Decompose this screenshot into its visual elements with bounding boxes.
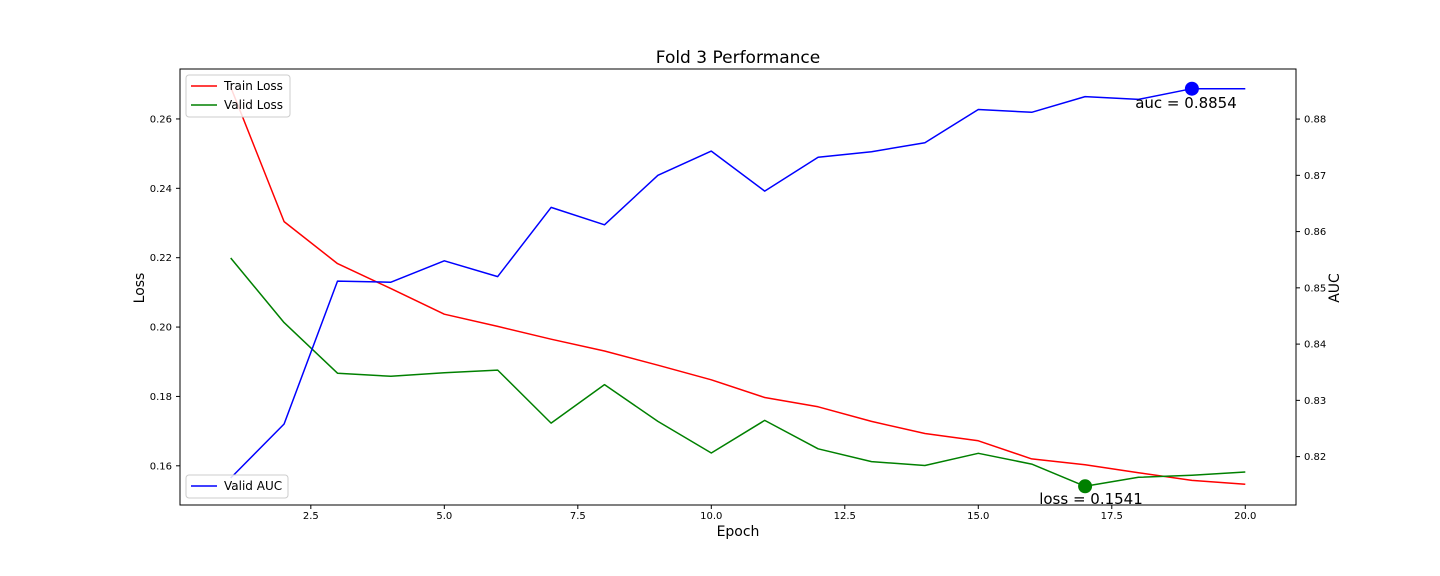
x-tick-label: 15.0 [967,511,989,522]
y-right-tick-label: 0.84 [1304,340,1326,351]
series-line-valid-auc [230,87,1246,479]
y-left-tick-label: 0.26 [150,114,172,125]
legend-label-valid-loss: Valid Loss [224,98,283,112]
series-lines [230,86,1246,488]
y-left-tick-label: 0.22 [150,253,172,264]
x-tick-label: 10.0 [700,511,722,522]
y-right-tick-label: 0.86 [1304,227,1326,238]
y-right-tick-label: 0.83 [1304,396,1326,407]
legend-auc: Valid AUC [185,474,289,499]
y-left-axis-label: Loss [132,273,148,304]
y-left-tick-label: 0.16 [150,461,172,472]
y-right-tick-label: 0.88 [1304,115,1326,126]
y-left-tick-label: 0.20 [150,323,172,334]
y-left-axis-ticks: 0.16 0.18 0.20 0.22 0.24 0.26 [150,114,180,472]
y-left-tick-label: 0.18 [150,392,172,403]
legend-loss: Train Loss Valid Loss [185,74,291,118]
legend-label-valid-auc: Valid AUC [224,479,282,493]
x-axis-ticks: 2.5 5.0 7.5 10.0 12.5 15.0 17.5 20.0 [303,505,1256,522]
annotation-marker-1 [1078,479,1093,494]
legend-auc-box [185,474,289,499]
series-line-valid-loss [230,257,1246,488]
x-axis-label: Epoch [717,524,760,540]
x-tick-label: 12.5 [834,511,856,522]
legend-label-train-loss: Train Loss [223,79,283,93]
y-right-tick-label: 0.82 [1304,452,1326,463]
y-right-tick-label: 0.87 [1304,171,1326,182]
chart-title: Fold 3 Performance [656,48,820,68]
y-right-axis-ticks: 0.82 0.83 0.84 0.85 0.86 0.87 0.88 [1296,115,1326,463]
y-left-tick-label: 0.24 [150,184,172,195]
annotation-marker-0 [1184,81,1199,96]
x-tick-label: 17.5 [1101,511,1123,522]
x-tick-label: 20.0 [1234,511,1256,522]
y-right-axis-label: AUC [1327,273,1343,303]
x-tick-label: 5.0 [436,511,452,522]
x-tick-label: 7.5 [570,511,586,522]
annotation-markers [1078,81,1199,494]
plot-frame [179,68,1297,506]
x-tick-label: 2.5 [303,511,319,522]
auc-annotation: auc = 0.8854 [1135,94,1237,112]
y-right-tick-label: 0.85 [1304,283,1326,294]
loss-annotation: loss = 0.1541 [1039,490,1143,508]
series-line-train-loss [230,86,1246,485]
